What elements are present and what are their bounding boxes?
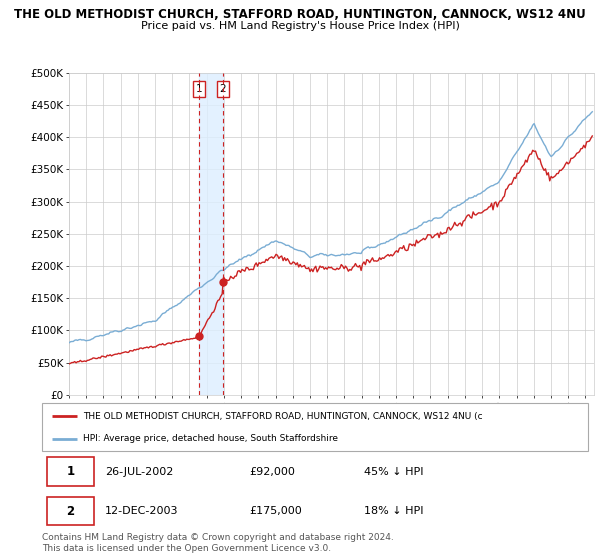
Text: Price paid vs. HM Land Registry's House Price Index (HPI): Price paid vs. HM Land Registry's House … [140,21,460,31]
Text: Contains HM Land Registry data © Crown copyright and database right 2024.
This d: Contains HM Land Registry data © Crown c… [42,533,394,553]
Text: 12-DEC-2003: 12-DEC-2003 [105,506,178,516]
Text: THE OLD METHODIST CHURCH, STAFFORD ROAD, HUNTINGTON, CANNOCK, WS12 4NU: THE OLD METHODIST CHURCH, STAFFORD ROAD,… [14,8,586,21]
Text: 18% ↓ HPI: 18% ↓ HPI [364,506,424,516]
Bar [199,73,223,395]
FancyBboxPatch shape [47,497,94,525]
Text: HPI: Average price, detached house, South Staffordshire: HPI: Average price, detached house, Sout… [83,435,338,444]
Text: THE OLD METHODIST CHURCH, STAFFORD ROAD, HUNTINGTON, CANNOCK, WS12 4NU (c: THE OLD METHODIST CHURCH, STAFFORD ROAD,… [83,412,482,421]
Text: £92,000: £92,000 [250,466,295,477]
Text: 45% ↓ HPI: 45% ↓ HPI [364,466,424,477]
Text: 2: 2 [67,505,75,517]
FancyBboxPatch shape [47,458,94,486]
Text: 1: 1 [67,465,75,478]
Text: £175,000: £175,000 [250,506,302,516]
Text: 2: 2 [220,84,226,94]
Text: 1: 1 [196,84,203,94]
Text: 26-JUL-2002: 26-JUL-2002 [105,466,173,477]
